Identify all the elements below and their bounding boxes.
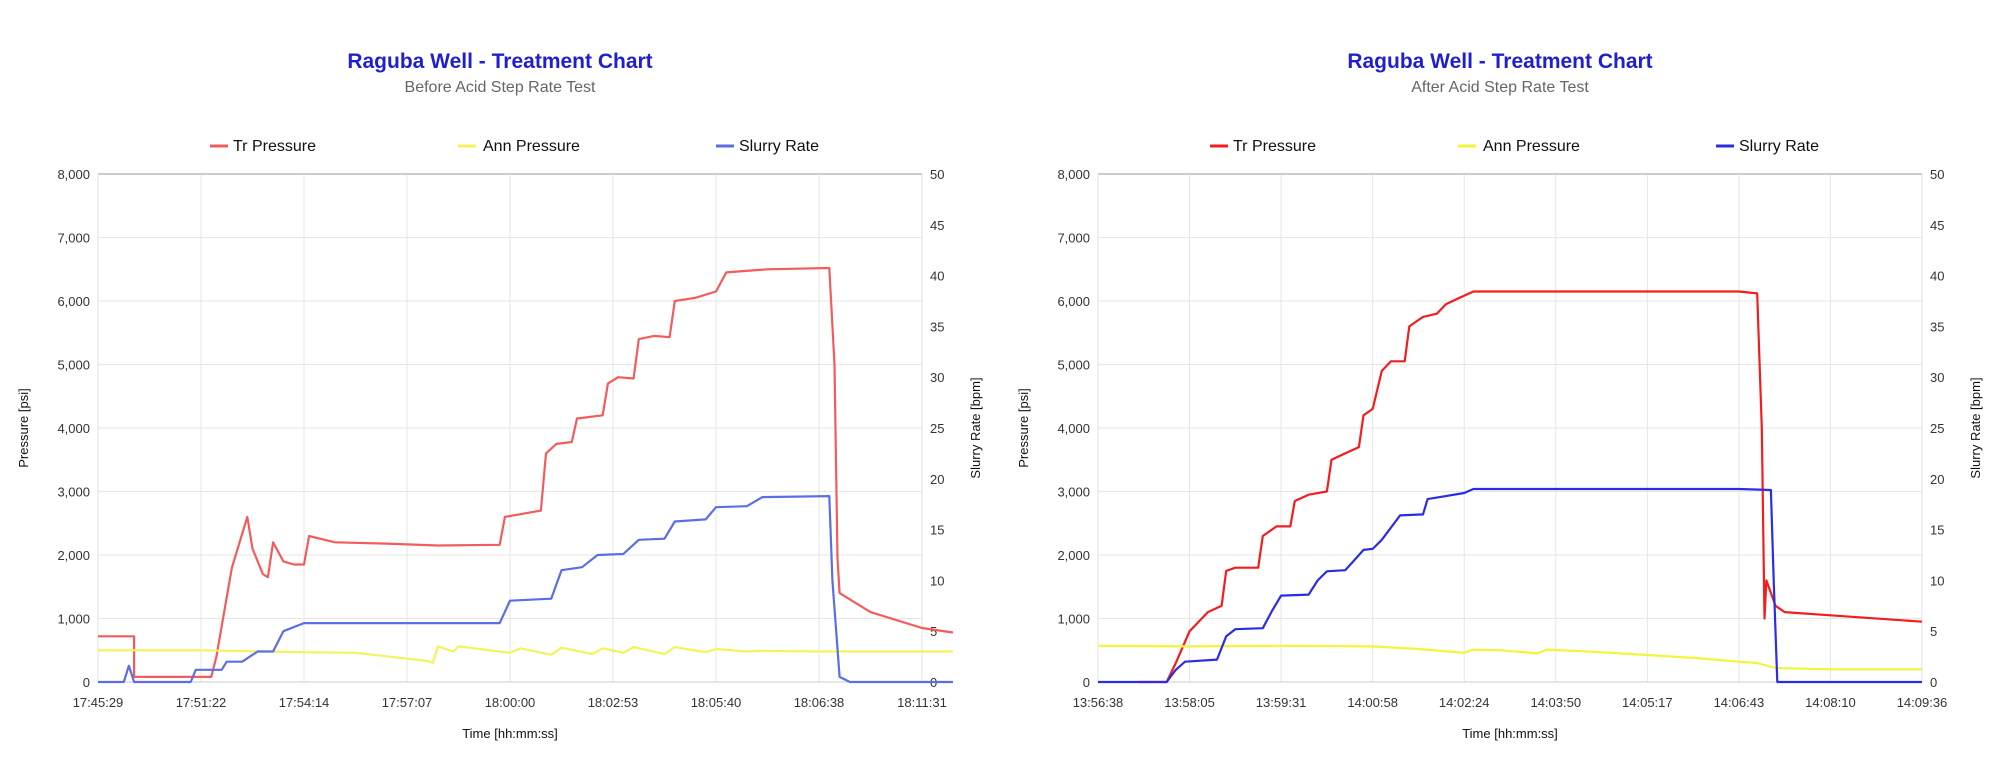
y2-tick-label: 50 <box>1930 167 1944 182</box>
y2-tick-label: 45 <box>1930 218 1944 233</box>
x-tick-label: 18:11:31 <box>897 695 947 710</box>
y2-tick-label: 25 <box>930 421 944 436</box>
x-tick-label: 14:02:24 <box>1439 695 1490 710</box>
x-tick-label: 17:54:14 <box>279 695 330 710</box>
y2-tick-label: 40 <box>1930 269 1944 284</box>
y2-tick-label: 45 <box>930 218 944 233</box>
y-tick-label: 6,000 <box>1057 294 1090 309</box>
y2-tick-label: 50 <box>930 167 944 182</box>
y-tick-label: 8,000 <box>1057 167 1090 182</box>
x-tick-label: 13:59:31 <box>1256 695 1307 710</box>
x-tick-label: 14:03:50 <box>1530 695 1581 710</box>
x-tick-label: 14:00:58 <box>1347 695 1398 710</box>
y-tick-label: 5,000 <box>57 358 90 373</box>
series-line-3 <box>1098 487 1922 684</box>
x-tick-label: 18:00:00 <box>485 695 536 710</box>
treatment-chart-after: 0 1,000 2,000 3,000 4,000 5,000 6,000 7,000 8,00… <box>1016 138 1983 741</box>
x-tick-label: 17:57:07 <box>382 695 433 710</box>
y2-tick-label: 40 <box>930 269 944 284</box>
y-axis-label: Pressure [psi] <box>16 388 31 467</box>
y-tick-label: 4,000 <box>1057 421 1090 436</box>
chart-subtitle: After Acid Step Rate Test <box>1411 79 1589 96</box>
y-tick-label: 8,000 <box>57 167 90 182</box>
y-tick-label: 2,000 <box>57 548 90 563</box>
right-chart-panel: Raguba Well - Treatment Chart After Acid… <box>1000 0 2000 775</box>
series-line-1 <box>1139 290 1923 684</box>
y-tick-label: 7,000 <box>57 231 90 246</box>
x-axis-label: Time [hh:mm:ss] <box>1462 726 1558 741</box>
y2-tick-label: 5 <box>930 624 937 639</box>
y-tick-label: 5,000 <box>1057 358 1090 373</box>
y2-tick-label: 10 <box>1930 573 1944 588</box>
y-tick-label: 0 <box>83 675 90 690</box>
legend-label-3: Slurry Rate <box>739 138 819 155</box>
y2-tick-label: 20 <box>1930 472 1944 487</box>
y2-tick-label: 15 <box>930 523 944 538</box>
y2-tick-label: 30 <box>1930 370 1944 385</box>
x-tick-label: 17:51:22 <box>176 695 227 710</box>
chart-title: Raguba Well - Treatment Chart <box>347 50 653 73</box>
y-tick-label: 0 <box>1083 675 1090 690</box>
series-line-2 <box>1097 644 1922 671</box>
x-tick-label: 18:05:40 <box>691 695 742 710</box>
x-tick-label: 14:05:17 <box>1622 695 1673 710</box>
left-chart-panel: Raguba Well - Treatment Chart Before Aci… <box>16 50 983 741</box>
legend-label-1: Tr Pressure <box>1233 138 1316 155</box>
y2-axis-label: Slurry Rate [bpm] <box>1968 377 1983 478</box>
treatment-chart-before: 0 1,000 2,000 3,000 4,000 5,000 6,000 7,000 8,00… <box>16 138 983 741</box>
y2-tick-label: 0 <box>1930 675 1937 690</box>
y-tick-label: 2,000 <box>1057 548 1090 563</box>
x-tick-label: 18:02:53 <box>588 695 639 710</box>
y-tick-label: 3,000 <box>57 485 90 500</box>
x-tick-label: 14:06:43 <box>1714 695 1765 710</box>
y2-tick-label: 20 <box>930 472 944 487</box>
x-axis-label: Time [hh:mm:ss] <box>462 726 558 741</box>
y-tick-label: 4,000 <box>57 421 90 436</box>
chart-title: Raguba Well - Treatment Chart <box>1347 50 1653 73</box>
legend-label-2: Ann Pressure <box>1483 138 1580 155</box>
legend-label-3: Slurry Rate <box>1739 138 1819 155</box>
y2-tick-label: 35 <box>930 319 944 334</box>
y-tick-label: 6,000 <box>57 294 90 309</box>
series-line-3 <box>98 495 953 684</box>
y-tick-label: 7,000 <box>1057 231 1090 246</box>
series-line-1 <box>98 266 954 679</box>
y2-tick-label: 5 <box>1930 624 1937 639</box>
x-tick-label: 14:09:36 <box>1897 695 1948 710</box>
y-tick-label: 1,000 <box>57 612 90 627</box>
y2-tick-label: 30 <box>930 370 944 385</box>
legend-label-1: Tr Pressure <box>233 138 316 155</box>
y2-tick-label: 25 <box>1930 421 1944 436</box>
x-tick-label: 17:45:29 <box>73 695 124 710</box>
x-tick-label: 14:08:10 <box>1805 695 1856 710</box>
x-tick-label: 13:56:38 <box>1073 695 1124 710</box>
series-line-2 <box>98 645 953 665</box>
chart-subtitle: Before Acid Step Rate Test <box>404 79 596 96</box>
y2-tick-label: 15 <box>1930 523 1944 538</box>
x-tick-label: 18:06:38 <box>794 695 845 710</box>
y2-axis-label: Slurry Rate [bpm] <box>968 377 983 478</box>
y-tick-label: 3,000 <box>1057 485 1090 500</box>
legend-label-2: Ann Pressure <box>483 138 580 155</box>
x-tick-label: 13:58:05 <box>1164 695 1215 710</box>
y2-tick-label: 35 <box>1930 319 1944 334</box>
y-tick-label: 1,000 <box>1057 612 1090 627</box>
y-axis-label: Pressure [psi] <box>1016 388 1031 467</box>
y2-tick-label: 10 <box>930 573 944 588</box>
